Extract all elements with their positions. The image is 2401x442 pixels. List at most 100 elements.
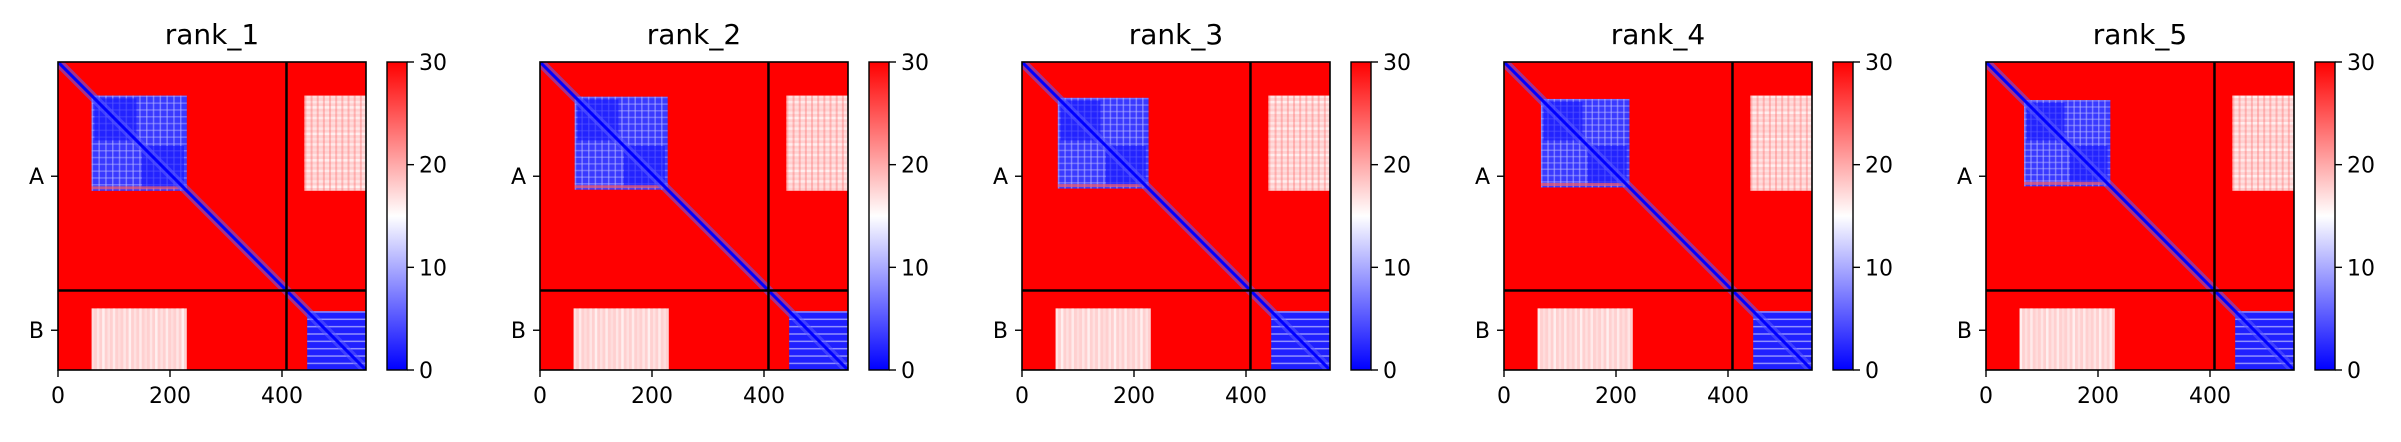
interchain-stripe [91, 308, 95, 370]
interchain-stripe [2232, 185, 2294, 189]
colorbar [1351, 62, 1371, 370]
interchain-stripe [786, 100, 848, 104]
interchain-stripe [786, 143, 848, 146]
interchain-stripe [1787, 95, 1790, 191]
domain-stripe [574, 149, 668, 152]
interchain-stripe [304, 164, 366, 167]
domain-stripe [1597, 98, 1600, 188]
interchain-stripe [2077, 308, 2081, 370]
interchain-stripe [1145, 308, 1149, 370]
interchain-stripe [1268, 127, 1330, 130]
domain-stripe [1540, 168, 1630, 170]
colorbar-frame [386, 61, 408, 371]
domain-stripe [2036, 100, 2038, 187]
interchain-stripe [1606, 308, 1609, 370]
interchain-stripe [1750, 137, 1812, 141]
domain-stripe [789, 362, 848, 365]
interchain-stripe [2269, 95, 2272, 191]
colorbar [2315, 62, 2335, 370]
interchain-stripe [128, 308, 132, 370]
domain-stripe [307, 318, 366, 321]
interchain-stripe [2232, 174, 2294, 178]
domain-stripe [1057, 149, 1149, 152]
interchain-stripe [1750, 127, 1812, 130]
interchain-stripe [573, 308, 577, 370]
domain-stripe [588, 96, 590, 190]
interchain-stripe [637, 308, 640, 370]
domain-stripe [1591, 98, 1594, 188]
y-tick-label: A [993, 165, 1008, 190]
domain-stripe [307, 362, 366, 365]
interchain-stripe [2232, 180, 2294, 183]
interchain-stripe [1268, 116, 1330, 120]
heatmap-area [1022, 62, 1330, 370]
domain-stripe [1540, 181, 1630, 183]
domain-edge [91, 186, 187, 190]
colorbar-tick-label: 30 [1865, 51, 1893, 76]
interchain-stripe [1750, 148, 1812, 151]
interchain-stripe [2232, 116, 2294, 120]
interchain-stripe [304, 132, 366, 136]
interchain-stripe [1558, 308, 1562, 370]
interchain-stripe [786, 95, 789, 191]
interchain-stripe [1299, 95, 1302, 191]
subplot-title: rank_2 [647, 18, 741, 51]
interchain-stripe [2035, 308, 2038, 370]
domain-stripe [654, 96, 656, 190]
interchain-stripe [1119, 308, 1122, 370]
domain-stripe [2024, 161, 2111, 164]
interchain-stripe [1071, 308, 1074, 370]
interchain-stripe [610, 308, 614, 370]
interchain-stripe [304, 122, 366, 125]
interchain-stripe [786, 111, 848, 114]
interchain-stripe [329, 95, 332, 191]
interchain-stripe [786, 185, 848, 189]
interchain-stripe [2083, 308, 2086, 370]
interchain-stripe [1622, 308, 1625, 370]
interchain-stripe [1108, 308, 1111, 370]
domain-stripe [1129, 97, 1131, 189]
interchain-stripe [304, 169, 366, 173]
interchain-stripe [1750, 164, 1812, 167]
x-tick-label: 200 [1113, 384, 1155, 409]
domain-stripe [1057, 182, 1149, 184]
interchain-stripe [1268, 95, 1330, 99]
interchain-stripe [1274, 95, 1277, 191]
interchain-stripe [1076, 308, 1080, 370]
x-tick-label: 0 [533, 384, 547, 409]
colorbar-tick-label: 20 [901, 154, 929, 179]
interchain-stripe [304, 143, 366, 146]
domain-stripe [91, 150, 187, 152]
interchain-stripe [181, 308, 185, 370]
subplot-rank_3: rank_3 0 200 400 A B 0 10 20 30 [993, 18, 1411, 409]
interchain-stripe [2046, 308, 2049, 370]
interchain-stripe [1595, 308, 1599, 370]
interchain-stripe [359, 95, 362, 191]
domain-stripe [1566, 98, 1568, 188]
interchain-stripe [1775, 95, 1778, 191]
interchain-stripe [2263, 95, 2266, 191]
domain-stripe [1057, 97, 1060, 189]
domain-stripe [307, 333, 366, 335]
domain-stripe [307, 355, 366, 357]
domain-stripe [789, 325, 848, 328]
domain-stripe [661, 96, 663, 190]
interchain-stripe [626, 308, 629, 370]
heatmap-area [58, 62, 366, 370]
domain-stripe [159, 95, 162, 191]
domain-stripe [2030, 100, 2032, 187]
interchain-stripe [176, 308, 179, 370]
y-tick-label: B [993, 319, 1008, 344]
domain-stripe [574, 183, 668, 185]
interchain-stripe [2040, 308, 2044, 370]
domain-stripe [574, 96, 668, 99]
interchain-stripe [2257, 95, 2260, 191]
interchain-stripe [107, 308, 110, 370]
interchain-stripe [1590, 308, 1593, 370]
domain-stripe [574, 103, 668, 105]
domain-stripe [2235, 311, 2294, 313]
interchain-stripe [1268, 169, 1330, 173]
interchain-region-top [1268, 95, 1330, 191]
subplot-title: rank_1 [165, 18, 259, 51]
